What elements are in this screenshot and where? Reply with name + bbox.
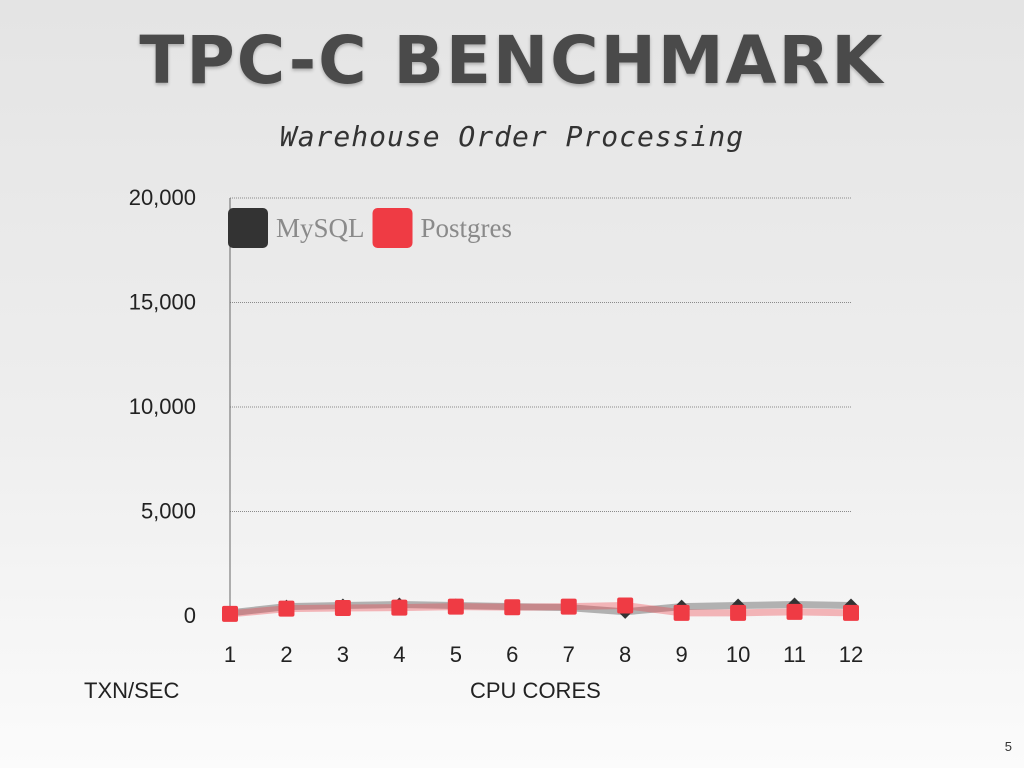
postgres-point (560, 598, 577, 615)
postgres-legend-swatch (372, 208, 413, 248)
postgres-point (334, 600, 351, 617)
x-tick-label: 9 (676, 642, 688, 667)
postgres-point (447, 598, 464, 615)
y-tick-label: 15,000 (129, 290, 196, 315)
mysql-legend-swatch (228, 208, 268, 248)
y-tick-label: 5,000 (141, 499, 196, 524)
y-tick-label: 20,000 (129, 185, 196, 210)
page-number: 5 (1004, 739, 1012, 754)
x-axis-title: CPU CORES (470, 678, 601, 703)
mysql-legend-label: MySQL (276, 213, 365, 243)
postgres-point (617, 597, 634, 614)
y-axis-title: TXN/SEC (84, 678, 180, 703)
slide-subtitle: Warehouse Order Processing (279, 120, 745, 153)
x-tick-label: 1 (224, 642, 236, 667)
x-tick-label: 7 (563, 642, 575, 667)
x-tick-label: 12 (839, 642, 863, 667)
postgres-point (730, 604, 747, 621)
x-tick-label: 4 (393, 642, 405, 667)
postgres-point (504, 599, 521, 616)
slide-title: TPC-C BENCHMARK (139, 22, 885, 99)
x-tick-label: 6 (506, 642, 518, 667)
x-tick-label: 2 (280, 642, 292, 667)
postgres-point (391, 599, 408, 616)
postgres-point (222, 605, 238, 622)
postgres-point (843, 604, 859, 621)
y-tick-label: 0 (184, 603, 196, 628)
x-tick-label: 10 (726, 642, 750, 667)
x-tick-label: 3 (337, 642, 349, 667)
postgres-point (278, 600, 295, 617)
x-tick-label: 8 (619, 642, 631, 667)
x-tick-label: 11 (783, 642, 806, 667)
y-tick-label: 10,000 (129, 394, 196, 419)
postgres-point (673, 604, 690, 621)
x-tick-label: 5 (450, 642, 462, 667)
postgres-series-line (229, 602, 852, 618)
postgres-legend-label: Postgres (421, 213, 513, 243)
mysql-series-line (229, 601, 852, 617)
postgres-point (786, 603, 803, 620)
